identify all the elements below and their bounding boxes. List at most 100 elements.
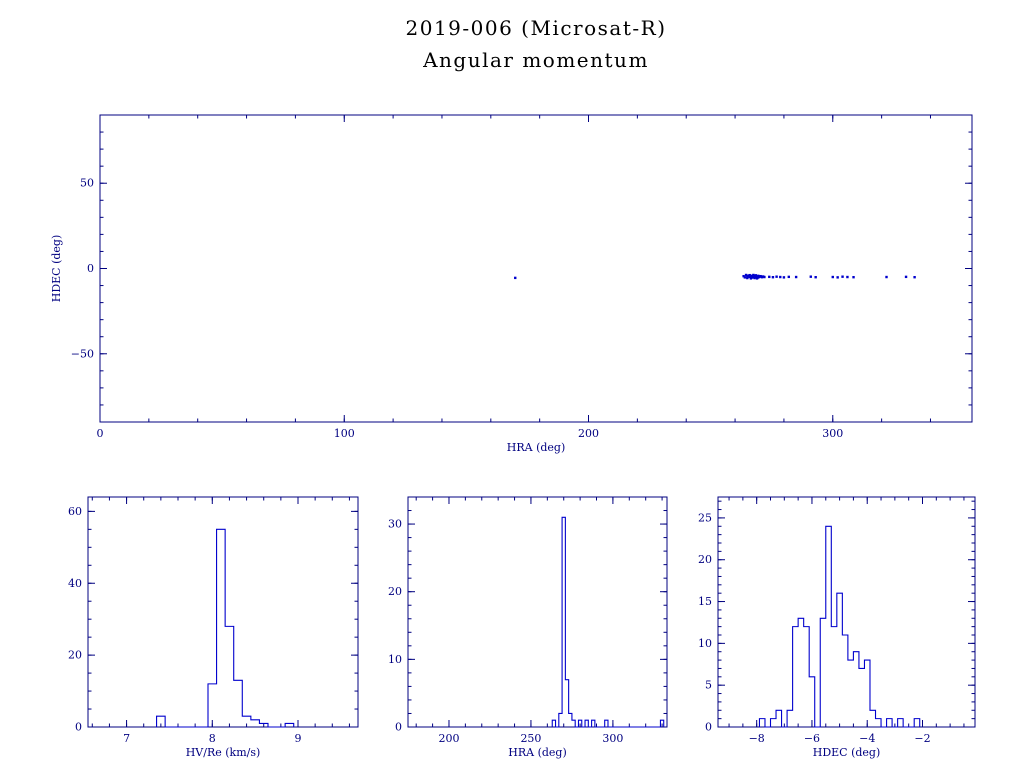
scatter-point bbox=[771, 275, 775, 279]
x-axis-label: HRA (deg) bbox=[507, 441, 566, 454]
x-tick-label: 8 bbox=[209, 732, 216, 745]
scatter-point bbox=[814, 275, 817, 279]
plot-frame bbox=[99, 114, 973, 423]
scatter-point bbox=[758, 275, 761, 279]
x-tick-label: 300 bbox=[822, 427, 843, 440]
scatter-point bbox=[763, 275, 766, 279]
x-tick-label: 100 bbox=[334, 427, 355, 440]
scatter-point bbox=[754, 274, 758, 277]
scatter-point bbox=[852, 275, 855, 279]
scatter-point bbox=[749, 277, 753, 280]
y-tick-label: 15 bbox=[698, 595, 712, 608]
scatter-point bbox=[768, 275, 771, 279]
scatter-point bbox=[514, 276, 517, 280]
scatter-point bbox=[759, 274, 762, 278]
y-tick-label: 50 bbox=[80, 177, 94, 190]
chart-subtitle: Angular momentum bbox=[423, 48, 649, 72]
scatter-point bbox=[787, 275, 791, 279]
chart-title: 2019-006 (Microsat-R) bbox=[405, 16, 667, 40]
x-tick-label: −6 bbox=[804, 732, 820, 745]
x-tick-label: −4 bbox=[859, 732, 875, 745]
scatter-point bbox=[760, 275, 764, 279]
y-tick-label: −50 bbox=[71, 347, 94, 360]
y-tick-label: 20 bbox=[388, 585, 402, 598]
x-tick-label: 7 bbox=[123, 732, 130, 745]
histogram-outline bbox=[156, 528, 295, 728]
y-tick-label: 20 bbox=[698, 553, 712, 566]
x-tick-label: −8 bbox=[749, 732, 765, 745]
y-axis-label: HDEC (deg) bbox=[50, 235, 63, 303]
plot-data bbox=[551, 516, 665, 728]
plot-labels: 7 8 9 0 20 40 60 HV/Re (km/s) bbox=[68, 505, 302, 759]
scatter-point bbox=[750, 276, 754, 279]
scatter-point bbox=[746, 276, 749, 280]
scatter-point bbox=[761, 275, 765, 278]
y-tick-label: 25 bbox=[698, 511, 712, 524]
scatter-point bbox=[836, 276, 839, 279]
scatter-point bbox=[753, 274, 756, 278]
x-tick-label: 9 bbox=[295, 732, 302, 745]
scatter-point bbox=[747, 274, 750, 277]
y-tick-label: 60 bbox=[68, 505, 82, 518]
plot-labels: −8 −6 −4 −2 0 5 10 15 20 25 HDEC (deg) bbox=[698, 511, 931, 759]
scatter-point bbox=[752, 273, 755, 277]
scatter-point bbox=[743, 276, 747, 279]
scatter-plot-hra-hdec: 0 100 200 300 −50 0 50 HRA (deg) HDEC (deg) bbox=[50, 114, 973, 454]
scatter-point bbox=[757, 276, 760, 279]
scatter-point bbox=[755, 275, 759, 278]
x-tick-label: 250 bbox=[520, 732, 541, 745]
y-tick-label: 0 bbox=[87, 262, 94, 275]
scatter-point bbox=[831, 275, 834, 279]
histogram-hra: 200 250 300 0 10 20 30 HRA (deg) bbox=[388, 496, 668, 759]
plot-data bbox=[758, 525, 921, 728]
x-tick-label: 200 bbox=[578, 427, 599, 440]
scatter-point bbox=[757, 274, 760, 278]
scatter-point bbox=[748, 275, 751, 279]
y-tick-label: 0 bbox=[395, 721, 402, 734]
histogram-outline bbox=[758, 525, 921, 728]
x-tick-label: 200 bbox=[438, 732, 459, 745]
plot-labels: 200 250 300 0 10 20 30 HRA (deg) bbox=[388, 518, 623, 759]
scatter-point bbox=[841, 275, 844, 278]
x-tick-label: 0 bbox=[97, 427, 104, 440]
x-axis-label: HRA (deg) bbox=[508, 746, 567, 759]
scatter-point bbox=[753, 276, 756, 280]
scatter-point bbox=[744, 273, 748, 277]
scatter-point bbox=[748, 273, 751, 277]
histogram-outline bbox=[551, 516, 665, 728]
plot-frame bbox=[407, 496, 668, 728]
x-tick-label: −2 bbox=[914, 732, 930, 745]
scatter-point bbox=[779, 275, 782, 279]
y-tick-label: 10 bbox=[388, 653, 402, 666]
plot-frame bbox=[87, 496, 359, 728]
scatter-point bbox=[746, 275, 749, 278]
scatter-point bbox=[794, 275, 798, 279]
scatter-point bbox=[749, 275, 753, 278]
scatter-point bbox=[755, 277, 759, 280]
y-tick-label: 10 bbox=[698, 637, 712, 650]
y-tick-label: 40 bbox=[68, 577, 82, 590]
y-tick-label: 5 bbox=[705, 679, 712, 692]
x-axis-label: HV/Re (km/s) bbox=[186, 746, 261, 759]
scatter-point bbox=[913, 275, 916, 279]
plot-data bbox=[156, 528, 295, 728]
scatter-point bbox=[750, 274, 754, 278]
x-tick-label: 300 bbox=[602, 732, 623, 745]
scatter-point bbox=[752, 275, 755, 279]
scatter-point bbox=[809, 275, 812, 278]
y-tick-label: 20 bbox=[68, 649, 82, 662]
scatter-point bbox=[754, 275, 758, 279]
histogram-hdec: −8 −6 −4 −2 0 5 10 15 20 25 HDEC (deg) bbox=[698, 496, 976, 759]
y-tick-label: 0 bbox=[705, 721, 712, 734]
plot-frame bbox=[717, 496, 976, 728]
plot-labels: 0 100 200 300 −50 0 50 HRA (deg) HDEC (deg) bbox=[50, 177, 843, 454]
scatter-point bbox=[775, 275, 778, 278]
histogram-hv-re: 7 8 9 0 20 40 60 HV/Re (km/s) bbox=[68, 496, 359, 759]
y-tick-label: 0 bbox=[75, 721, 82, 734]
scatter-point bbox=[782, 276, 786, 279]
scatter-point bbox=[885, 275, 888, 279]
scatter-point bbox=[904, 275, 908, 279]
scatter-point bbox=[742, 274, 745, 278]
x-axis-label: HDEC (deg) bbox=[813, 746, 881, 759]
